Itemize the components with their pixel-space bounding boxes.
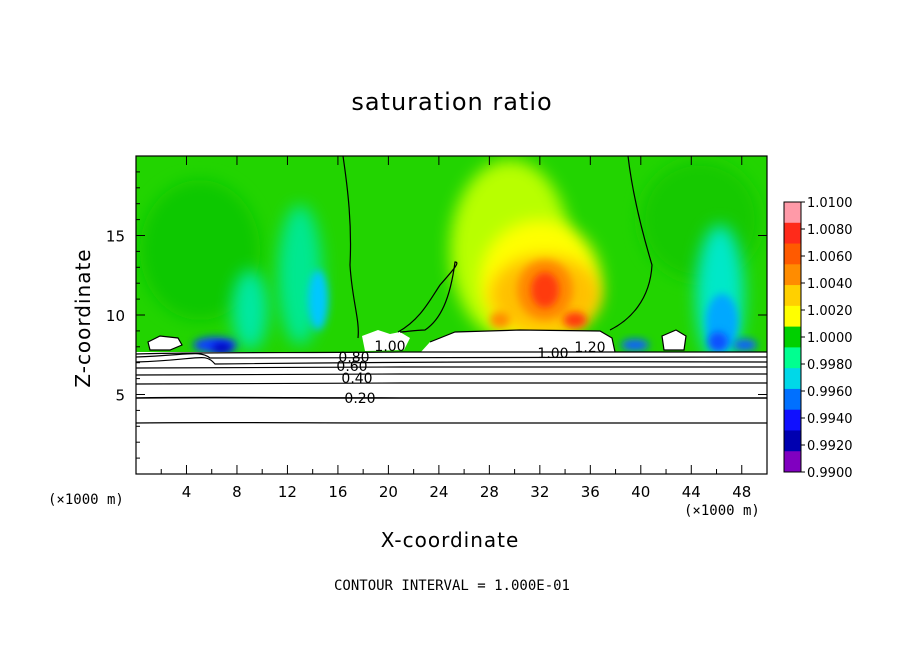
colorbar-label: 1.0060 — [807, 250, 853, 265]
contour-label: 1.00 — [537, 346, 568, 362]
colorbar-swatch — [784, 347, 801, 369]
contour-interval-note: CONTOUR INTERVAL = 1.000E-01 — [333, 578, 570, 594]
colorbar-swatch — [784, 409, 801, 431]
y-tick-label: 10 — [106, 307, 125, 325]
x-tick-label: 28 — [480, 483, 499, 501]
x-tick-label: 24 — [429, 483, 448, 501]
heatmap-field — [136, 156, 767, 474]
colorbar-label: 0.9980 — [807, 358, 853, 373]
x-axis-label: X-coordinate — [380, 528, 520, 552]
colorbar-label: 0.9960 — [807, 385, 853, 400]
x-tick-label: 48 — [732, 483, 751, 501]
colorbar-label: 1.0020 — [807, 304, 853, 319]
contour-label: 1.00 — [374, 339, 405, 355]
colorbar-label: 1.0040 — [807, 277, 853, 292]
x-tick-label: 16 — [328, 483, 347, 501]
x-tick-label: 4 — [182, 483, 192, 501]
x-unit-label-right: (×1000 m) — [684, 503, 760, 519]
x-tick-label: 40 — [631, 483, 650, 501]
x-tick-label: 32 — [530, 483, 549, 501]
colorbar-swatch — [784, 202, 801, 224]
colorbar-label: 1.0080 — [807, 223, 853, 238]
colorbar-swatch — [784, 264, 801, 286]
colorbar-label: 1.0100 — [807, 196, 853, 211]
x-tick-label: 44 — [682, 483, 701, 501]
colorbar-swatch — [784, 368, 801, 390]
contour-label: 1.20 — [574, 340, 605, 356]
y-tick-label: 15 — [106, 228, 125, 246]
colorbar-swatch — [784, 222, 801, 245]
contour-label: 0.60 — [336, 359, 367, 375]
colorbar-label: 1.0000 — [807, 331, 853, 346]
colorbar-label: 0.9900 — [807, 466, 853, 481]
colorbar-label: 0.9940 — [807, 412, 853, 427]
colorbar-swatch — [784, 243, 801, 265]
contour-label: 0.20 — [344, 391, 375, 407]
contour-label: 0.80 — [338, 350, 369, 366]
colorbar-swatch — [784, 305, 801, 328]
colorbar: 1.0100 1.0080 1.0060 1.0040 1.0020 1.0000 0.99… — [783, 196, 853, 481]
contour-label: 0.40 — [341, 371, 372, 387]
x-tick-label: 12 — [278, 483, 297, 501]
x-unit-label-left: (×1000 m) — [48, 492, 124, 508]
y-axis-label: Z-coordinate — [71, 248, 95, 388]
colorbar-swatch — [784, 285, 801, 307]
chart-title: saturation ratio — [351, 88, 553, 116]
contour-lines — [136, 156, 767, 424]
x-tick-label: 20 — [379, 483, 398, 501]
colorbar-swatch — [784, 451, 801, 473]
x-tick-label: 36 — [581, 483, 600, 501]
y-tick-label: 5 — [115, 387, 125, 405]
contour-label-layer: 0.20 0.400.600.80 1.00 1.00 1.20 — [336, 339, 605, 407]
colorbar-swatch — [784, 430, 801, 452]
colorbar-label: 0.9920 — [807, 439, 853, 454]
x-tick-label: 8 — [232, 483, 242, 501]
colorbar-swatch — [784, 388, 801, 411]
colorbar-swatch — [784, 326, 801, 348]
